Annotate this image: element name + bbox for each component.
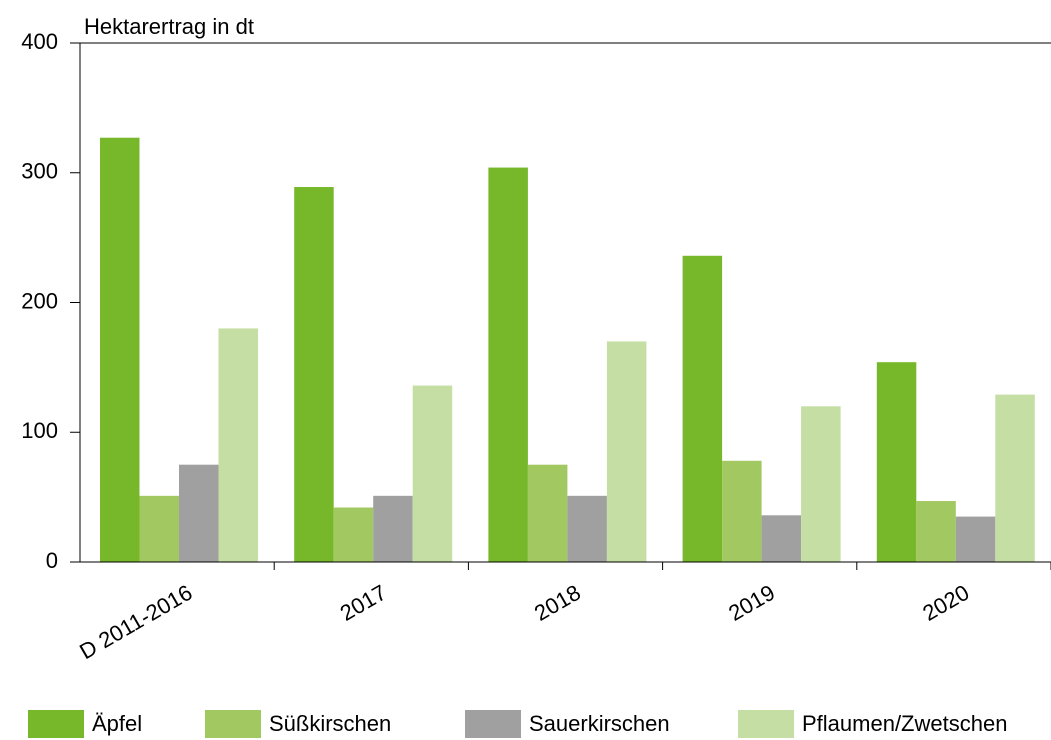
bar bbox=[412, 385, 453, 562]
bar bbox=[373, 495, 413, 562]
bar bbox=[682, 255, 723, 563]
bar bbox=[100, 137, 140, 562]
legend-label: Pflaumen/Zwetschen bbox=[802, 711, 1007, 736]
y-tick-label: 200 bbox=[21, 288, 58, 313]
bar bbox=[801, 406, 841, 562]
bar bbox=[179, 464, 219, 562]
y-tick-label: 300 bbox=[21, 159, 58, 184]
bar bbox=[294, 187, 334, 562]
bar bbox=[761, 515, 802, 562]
bar bbox=[567, 495, 607, 562]
bar bbox=[333, 507, 374, 562]
legend-swatch bbox=[28, 710, 84, 738]
x-tick-label: 2018 bbox=[530, 580, 585, 626]
bar bbox=[139, 495, 179, 562]
legend-swatch bbox=[465, 710, 521, 738]
y-tick-label: 400 bbox=[21, 29, 58, 54]
bar bbox=[218, 328, 258, 562]
legend-swatch bbox=[205, 710, 261, 738]
x-tick-label: D 2011-2016 bbox=[75, 580, 196, 664]
bar bbox=[995, 394, 1035, 562]
bar bbox=[916, 501, 956, 562]
legend-label: Äpfel bbox=[92, 711, 142, 736]
y-tick-label: 100 bbox=[21, 418, 58, 443]
bar bbox=[488, 167, 528, 562]
bar bbox=[527, 464, 568, 562]
bar bbox=[876, 362, 917, 562]
x-tick-label: 2020 bbox=[918, 580, 973, 626]
bar bbox=[606, 341, 647, 562]
x-tick-label: 2019 bbox=[724, 580, 779, 626]
x-tick-label: 2017 bbox=[336, 580, 391, 626]
y-axis-label: Hektarertrag in dt bbox=[84, 14, 254, 39]
bar bbox=[722, 460, 762, 562]
legend-label: Süßkirschen bbox=[269, 711, 391, 736]
legend-swatch bbox=[738, 710, 794, 738]
legend-label: Sauerkirschen bbox=[529, 711, 670, 736]
y-tick-label: 0 bbox=[46, 548, 58, 573]
bar bbox=[955, 516, 996, 562]
